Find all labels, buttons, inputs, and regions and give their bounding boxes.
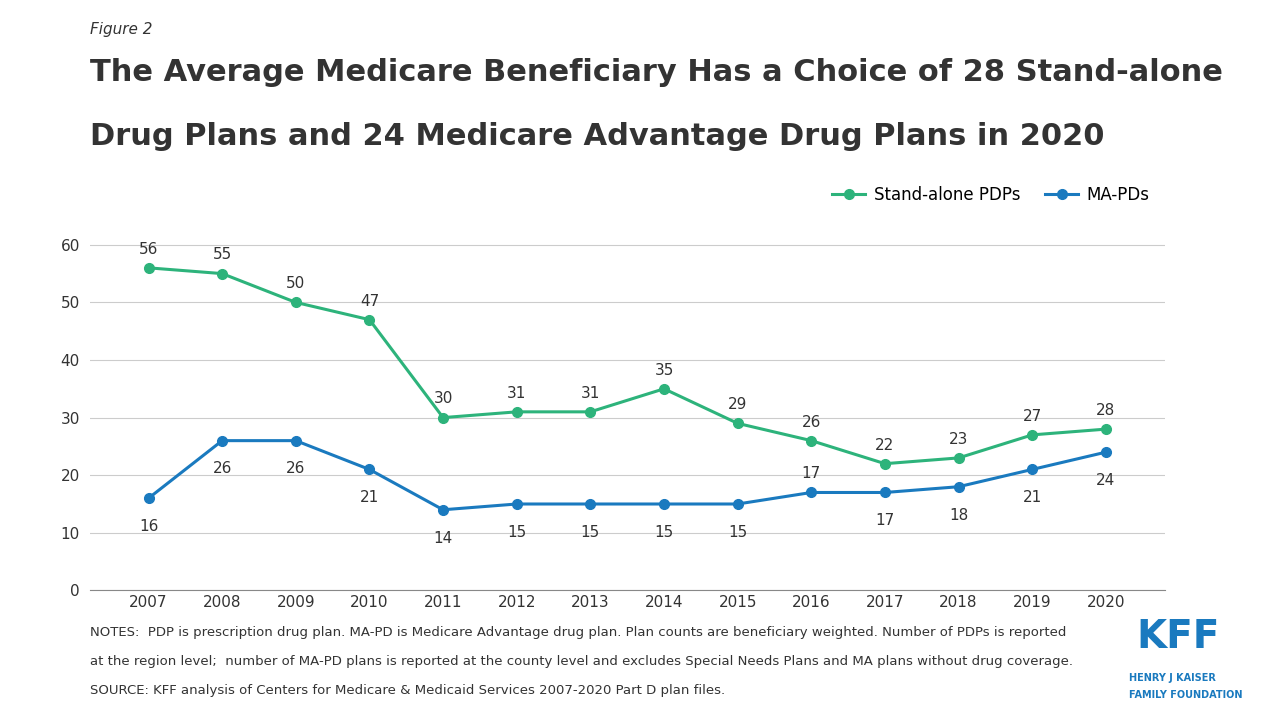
Text: 24: 24 [1096,473,1115,488]
Text: 15: 15 [507,525,526,540]
Text: 30: 30 [434,392,453,407]
Text: 29: 29 [728,397,748,413]
Text: KFF: KFF [1137,618,1220,656]
Text: 55: 55 [212,248,232,263]
Text: 23: 23 [948,432,968,447]
Text: 26: 26 [287,462,306,477]
Text: 31: 31 [507,386,526,401]
Text: 21: 21 [360,490,379,505]
Text: 26: 26 [801,415,820,430]
Text: Figure 2: Figure 2 [90,22,152,37]
Text: 47: 47 [360,294,379,309]
Text: 31: 31 [581,386,600,401]
Text: 15: 15 [654,525,673,540]
Text: 26: 26 [212,462,232,477]
Text: 21: 21 [1023,490,1042,505]
Text: 14: 14 [434,531,453,546]
Text: 35: 35 [654,363,673,378]
Text: The Average Medicare Beneficiary Has a Choice of 28 Stand-alone: The Average Medicare Beneficiary Has a C… [90,58,1222,86]
Text: NOTES:  PDP is prescription drug plan. MA-PD is Medicare Advantage drug plan. Pl: NOTES: PDP is prescription drug plan. MA… [90,626,1066,639]
Text: 17: 17 [801,467,820,482]
Text: 16: 16 [138,519,159,534]
Text: 28: 28 [1096,403,1115,418]
Text: 50: 50 [287,276,306,292]
Text: 18: 18 [948,508,968,523]
Text: HENRY J KAISER: HENRY J KAISER [1129,672,1216,683]
Text: 56: 56 [138,242,159,257]
Text: 15: 15 [581,525,600,540]
Legend: Stand-alone PDPs, MA-PDs: Stand-alone PDPs, MA-PDs [826,179,1156,211]
Text: at the region level;  number of MA-PD plans is reported at the county level and : at the region level; number of MA-PD pla… [90,655,1073,668]
Text: Drug Plans and 24 Medicare Advantage Drug Plans in 2020: Drug Plans and 24 Medicare Advantage Dru… [90,122,1105,151]
Text: SOURCE: KFF analysis of Centers for Medicare & Medicaid Services 2007-2020 Part : SOURCE: KFF analysis of Centers for Medi… [90,684,724,697]
Text: FAMILY FOUNDATION: FAMILY FOUNDATION [1129,690,1243,700]
Text: 15: 15 [728,525,748,540]
Text: 22: 22 [876,438,895,453]
Text: 27: 27 [1023,409,1042,424]
Text: 17: 17 [876,513,895,528]
